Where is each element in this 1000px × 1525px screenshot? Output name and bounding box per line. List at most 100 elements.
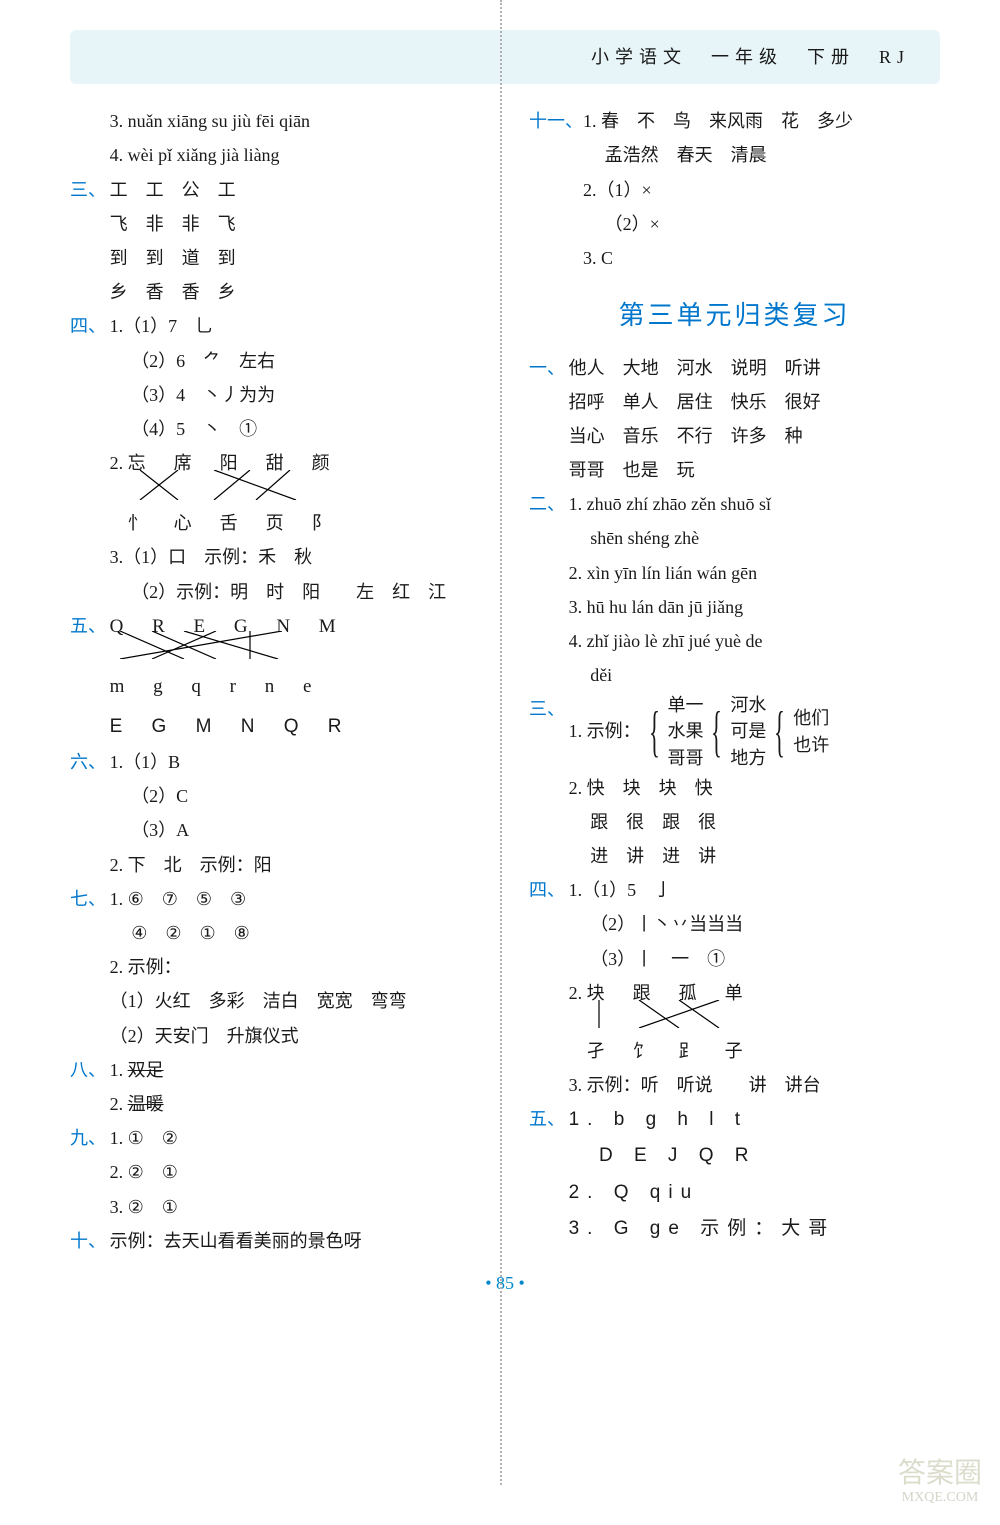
text-line: 3. ② ① [110, 1190, 481, 1224]
sec-6-content: 1.（1）B （2）C （3）A 2. 下 北 示例：阳 [110, 745, 481, 882]
text-line: 3. 示例：听 听说 讲 讲台 [569, 1068, 940, 1102]
unit-sec-1-content: 他人 大地 河水 说明 听讲 招呼 单人 居住 快乐 很好 当心 音乐 不行 许… [569, 351, 940, 488]
watermark-url: MXQE.COM [898, 1490, 982, 1507]
text-line: （4）5 丶 ① [110, 412, 481, 446]
match-lines-icon [128, 470, 308, 500]
sec-num-u5: 五、 [529, 1102, 569, 1136]
watermark: 答案圈 MXQE.COM [898, 1457, 982, 1507]
sec-6: 六、 1.（1）B （2）C （3）A 2. 下 北 示例：阳 [70, 745, 481, 882]
text-line: děi [569, 658, 940, 692]
right-column: 十一、 1. 春 不 鸟 来风雨 花 多少 孟浩然 春天 清晨 2.（1）× （… [505, 104, 940, 1258]
text-line: 1. 示例： [569, 718, 641, 744]
page-number: 85 [70, 1266, 940, 1300]
text-line: E G M N Q R [110, 709, 481, 745]
sec-4: 四、 1.（1）7 乚 （2）6 ⺈ 左右 （3）4 丶丿为为 （4）5 丶 ①… [70, 309, 481, 609]
sec-num-u2: 二、 [529, 487, 569, 521]
text-line: shēn shéng zhè [569, 521, 940, 555]
text-line: 3. C [583, 241, 940, 275]
text-line: 1. 春 不 鸟 来风雨 花 多少 [583, 104, 940, 138]
item-pre-4: 4. wèi pǐ xiǎng jià liàng [70, 138, 481, 172]
sec-num-8: 八、 [70, 1053, 110, 1087]
text-line: 1. 双足 [110, 1053, 481, 1087]
text-line: 哥哥 也是 玩 [569, 453, 940, 487]
sec-num-5: 五、 [70, 609, 110, 643]
text-line: （3）4 丶丿为为 [110, 378, 481, 412]
left-column: 3. nuǎn xiāng su jiù fēi qiān 4. wèi pǐ … [70, 104, 505, 1258]
sec-num-u3: 三、 [529, 692, 569, 726]
text-line: 1.（1）7 乚 [110, 309, 481, 343]
sec-9-content: 1. ① ② 2. ② ① 3. ② ① [110, 1121, 481, 1224]
watermark-brand: 答案圈 [898, 1457, 982, 1491]
text-line: 4. zhǐ jiào lè zhī jué yuè de [569, 624, 940, 658]
sec-num-4: 四、 [70, 309, 110, 343]
text-line: 2.（1）× [583, 173, 940, 207]
sec-8-content: 1. 双足 2. 温暖 [110, 1053, 481, 1121]
unit-sec-5: 五、 1. b g h l t D E J Q R 2. Q qiu 3. G … [529, 1102, 940, 1246]
sec-3-content: 工 工 公 工 飞 非 非 飞 到 到 道 到 乡 香 香 乡 [110, 173, 481, 310]
unit-sec-3-content: 1. 示例： { 单一水果哥哥 { 河水可是地方 { 他们也许 2. 快 块 块… [569, 692, 940, 873]
sec-num-3: 三、 [70, 173, 110, 207]
brace-col: 单一水果哥哥 [667, 692, 703, 770]
text-line: （2）示例：明 时 阳 左 红 江 [110, 575, 481, 609]
text-line: 他人 大地 河水 说明 听讲 [569, 351, 940, 385]
text-line: 1. b g h l t [569, 1102, 940, 1138]
unit-sec-4-content: 1.（1）5 亅 （2）丨丶丷当当当 （3）丨 一 ① 2. 块 跟 孤 单 [569, 873, 940, 1102]
text-line: 工 工 公 工 [110, 173, 481, 207]
sec-7: 七、 1. ⑥ ⑦ ⑤ ③ ④ ② ① ⑧ 2. 示例： （1）火红 多彩 洁白… [70, 882, 481, 1053]
sec-10: 十、 示例：去天山看看美丽的景色呀 [70, 1224, 481, 1258]
text-line: 2. 温暖 [110, 1087, 481, 1121]
text-line: 2. 下 北 示例：阳 [110, 848, 481, 882]
sec-num-10: 十、 [70, 1224, 110, 1258]
match-bottom-row: 忄 心 舌 页 阝 [128, 513, 335, 533]
text-line: （2）天安门 升旗仪式 [110, 1019, 481, 1053]
match-lines-icon [110, 631, 310, 659]
text-line: 2. Q qiu [569, 1175, 940, 1211]
text-line: 到 到 道 到 [110, 241, 481, 275]
text-line: 3.（1）口 示例：禾 秋 [110, 540, 481, 574]
brace-icon: { [712, 704, 723, 760]
brace-icon: { [774, 704, 785, 760]
unit-title: 第三单元归类复习 [529, 291, 940, 340]
sec-num-9: 九、 [70, 1121, 110, 1155]
unit-sec-5-content: 1. b g h l t D E J Q R 2. Q qiu 3. G ge … [569, 1102, 940, 1246]
text-line: D E J Q R [569, 1138, 940, 1174]
text-line: （2）丨丶丷当当当 [569, 907, 940, 941]
text-line: 招呼 单人 居住 快乐 很好 [569, 385, 940, 419]
sec-5-content: Q R E G N M m g q r n e E G M N Q [110, 609, 481, 745]
text-line: （1）火红 多彩 洁白 宽宽 弯弯 [110, 984, 481, 1018]
text-line: 飞 非 非 飞 [110, 207, 481, 241]
text-line: （3）丨 一 ① [569, 942, 940, 976]
sec-num-6: 六、 [70, 745, 110, 779]
sec-11-content: 1. 春 不 鸟 来风雨 花 多少 孟浩然 春天 清晨 2.（1）× （2）× … [583, 104, 940, 275]
sec-11: 十一、 1. 春 不 鸟 来风雨 花 多少 孟浩然 春天 清晨 2.（1）× （… [529, 104, 940, 275]
unit-sec-2: 二、 1. zhuō zhí zhāo zěn shuō sǐ shēn shé… [529, 487, 940, 692]
text-line: ④ ② ① ⑧ [110, 916, 481, 950]
brace-group: 1. 示例： { 单一水果哥哥 { 河水可是地方 { 他们也许 [569, 692, 940, 770]
match-lines-icon [587, 1000, 747, 1028]
match-diagram-4-2: 2. 忘 席 阳 甜 颜 忄 心 舌 页 阝 [110, 446, 481, 540]
columns: 3. nuǎn xiāng su jiù fēi qiān 4. wèi pǐ … [70, 104, 940, 1258]
sec-7-content: 1. ⑥ ⑦ ⑤ ③ ④ ② ① ⑧ 2. 示例： （1）火红 多彩 洁白 宽宽… [110, 882, 481, 1053]
sec-num-u1: 一、 [529, 351, 569, 385]
text-line: 2. 示例： [110, 950, 481, 984]
match-bottom-row: m g q r n e [110, 676, 324, 697]
text-line: （3）A [110, 813, 481, 847]
text-line: （2）× [583, 207, 940, 241]
text-line: 3. G ge 示例：大哥 [569, 1211, 940, 1247]
sec-num-u4: 四、 [529, 873, 569, 907]
text-line: 1. zhuō zhí zhāo zěn shuō sǐ [569, 487, 940, 521]
text-line: 3. hū hu lán dān jū jiǎng [569, 590, 940, 624]
page: 小学语文 一年级 下册 RJ 3. nuǎn xiāng su jiù fēi … [0, 0, 1000, 1525]
unit-sec-1: 一、 他人 大地 河水 说明 听讲 招呼 单人 居住 快乐 很好 当心 音乐 不… [529, 351, 940, 488]
text-line: 2. ② ① [110, 1155, 481, 1189]
match-diagram-5: Q R E G N M m g q r n e [110, 609, 348, 705]
match-diagram-u4-2: 2. 块 跟 孤 单 孑 饣 ⻊ 子 [569, 976, 940, 1068]
brace-col: 河水可是地方 [730, 692, 766, 770]
brace-col: 他们也许 [793, 705, 829, 757]
sec-9: 九、 1. ① ② 2. ② ① 3. ② ① [70, 1121, 481, 1224]
text-line: 示例：去天山看看美丽的景色呀 [110, 1224, 481, 1258]
page-header: 小学语文 一年级 下册 RJ [70, 30, 940, 84]
text-line: 孟浩然 春天 清晨 [583, 138, 940, 172]
text-line: 2. xìn yīn lín lián wán gēn [569, 556, 940, 590]
text-line: 当心 音乐 不行 许多 种 [569, 419, 940, 453]
